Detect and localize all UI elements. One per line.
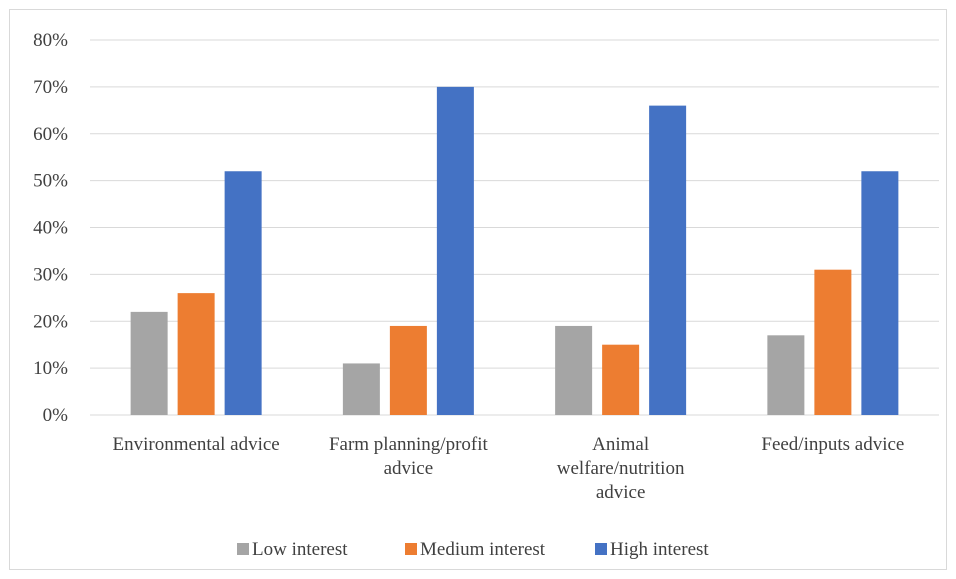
x-axis-category-labels: Environmental advice Farm planning/profit… (113, 434, 905, 503)
y-tick-label: 20% (33, 311, 68, 332)
bar-low-interest (342, 363, 380, 415)
chart-frame (9, 9, 947, 570)
bar-low-interest (555, 325, 593, 415)
y-tick-label: 30% (33, 264, 68, 285)
y-tick-label: 40% (33, 218, 68, 239)
bar-low-interest (767, 335, 805, 415)
y-tick-label: 10% (33, 358, 68, 379)
bar-high-interest (436, 86, 474, 415)
bars (130, 86, 899, 415)
y-axis-tick-labels: 0% 10% 20% 30% 40% 50% 60% 70% 80% (33, 30, 68, 426)
legend-label: Low interest (252, 539, 348, 560)
bar-high-interest (861, 171, 899, 415)
legend-swatch (405, 543, 417, 555)
legend-label: Medium interest (420, 539, 546, 560)
legend-item: Low interest (237, 539, 348, 560)
y-tick-label: 80% (33, 30, 68, 51)
y-tick-label: 50% (33, 171, 68, 192)
x-category-label: Animal welfare/nutrition advice (557, 434, 685, 503)
bar-medium-interest (814, 269, 852, 415)
bar-medium-interest (389, 325, 427, 415)
bar-low-interest (130, 311, 168, 415)
gridlines (90, 39, 939, 416)
y-tick-label: 60% (33, 124, 68, 145)
y-tick-label: 0% (43, 405, 69, 426)
legend-item: High interest (595, 539, 709, 560)
x-category-label: Environmental advice (113, 434, 280, 455)
y-tick-label: 70% (33, 77, 68, 98)
legend-item: Medium interest (405, 539, 546, 560)
legend: Low interest Medium interest High interest (237, 539, 709, 560)
bar-medium-interest (602, 344, 640, 415)
bar-medium-interest (177, 293, 215, 415)
x-category-label: Feed/inputs advice (761, 434, 904, 455)
legend-swatch (595, 543, 607, 555)
bar-high-interest (649, 105, 687, 415)
legend-swatch (237, 543, 249, 555)
bar-high-interest (224, 171, 262, 415)
x-category-label: Farm planning/profit advice (329, 434, 489, 479)
legend-label: High interest (610, 539, 709, 560)
